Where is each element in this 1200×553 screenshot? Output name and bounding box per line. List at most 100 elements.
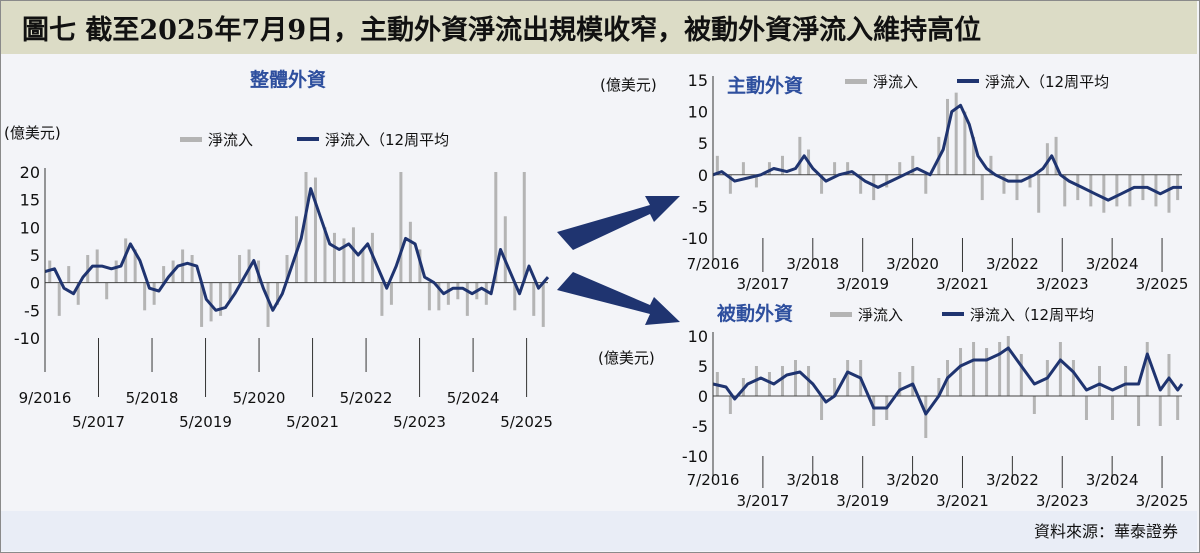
- bar-mark: [1102, 174, 1106, 213]
- bar-mark: [266, 282, 270, 327]
- arrow-right-up-icon: [557, 196, 680, 250]
- bar-mark: [143, 282, 147, 311]
- y-tick-label: 0: [30, 274, 40, 293]
- bar-mark: [1054, 136, 1058, 175]
- panel-title: 整體外資: [250, 68, 326, 91]
- bar-mark: [1176, 396, 1180, 420]
- legend-swatch-bar: [830, 312, 852, 317]
- y-tick-label: 0: [698, 387, 708, 406]
- bar-mark: [1028, 174, 1032, 188]
- legend-label-bar: 淨流入: [858, 306, 903, 324]
- bar-mark: [972, 342, 976, 396]
- chart-panel-1: 整體外資 (億美元) 淨流入 淨流入（12周平均 20 15 10 5 0 -5 -10 9/2016…: [4, 68, 553, 431]
- bar-mark: [767, 372, 771, 396]
- bar-mark: [238, 255, 242, 283]
- bar-mark: [1097, 366, 1101, 396]
- bar-mark: [332, 232, 336, 283]
- x-tick-label: 3/2020: [886, 255, 939, 273]
- legend-swatch-line: [957, 79, 979, 83]
- x-tick-label: 9/2016: [19, 389, 72, 407]
- legend-label-line: 淨流入（12周平均: [970, 306, 1094, 324]
- x-tick-label: 3/2017: [737, 492, 790, 510]
- bar-mark: [780, 155, 784, 175]
- legend-label-line: 淨流入（12周平均: [325, 131, 449, 149]
- bar-mark: [200, 282, 204, 327]
- bar-mark: [754, 174, 758, 188]
- x-tick-label: 3/2020: [886, 471, 939, 489]
- x-tick-label: 3/2025: [1136, 492, 1189, 510]
- bar-mark: [911, 366, 915, 396]
- x-tick-label: 3/2024: [1086, 471, 1139, 489]
- bar-mark: [1063, 174, 1067, 207]
- bar-mark: [1015, 174, 1019, 201]
- bar-mark: [351, 227, 355, 283]
- bar-mark: [190, 255, 194, 283]
- bar-mark: [1019, 354, 1023, 396]
- bar-mark: [522, 172, 526, 283]
- x-tick-label: 3/2025: [1136, 275, 1189, 293]
- bar-mark: [399, 172, 403, 283]
- bar-mark: [959, 348, 963, 396]
- bar-mark: [794, 360, 798, 396]
- legend-swatch-line: [297, 137, 319, 141]
- legend-swatch-bar: [180, 137, 202, 142]
- bar-mark: [1167, 174, 1171, 213]
- bar-mark: [715, 155, 719, 175]
- y-axis-label: (億美元): [4, 124, 61, 142]
- bar-mark: [1115, 174, 1119, 207]
- legend: 淨流入 淨流入（12周平均: [180, 131, 449, 149]
- chart-panel-3: 被動外資 (億美元) 淨流入 淨流入（12周平均 10 5 0 -5 -10 7/2016 3/20…: [598, 302, 1188, 510]
- figure-title: 圖七 截至2025年7月9日，主動外資淨流出規模收窄，被動外資淨流入維持高位: [22, 15, 982, 46]
- bar-mark: [389, 282, 393, 305]
- x-tick-label: 3/2018: [786, 471, 839, 489]
- x-tick-label: 5/2018: [126, 389, 179, 407]
- bar-mark: [898, 372, 902, 396]
- x-tick-label: 7/2016: [687, 471, 740, 489]
- bar-mark: [798, 136, 802, 175]
- bar-mark: [1006, 336, 1010, 396]
- x-tick-label: 3/2022: [986, 471, 1039, 489]
- bar-mark: [937, 378, 941, 396]
- bar-mark: [313, 177, 317, 283]
- line-series-12wk-average: [44, 187, 550, 312]
- bar-mark: [209, 282, 213, 322]
- bar-mark: [846, 360, 850, 396]
- bar-mark: [1145, 342, 1149, 396]
- line-series-12wk-average: [712, 346, 1184, 416]
- x-tick-label: 3/2017: [737, 275, 790, 293]
- bar-mark: [513, 282, 517, 311]
- bar-mark: [285, 255, 289, 283]
- bar-mark: [532, 282, 536, 316]
- bar-mark: [885, 174, 889, 188]
- x-tick-label: 7/2016: [687, 255, 740, 273]
- bar-mark: [924, 396, 928, 438]
- bar-mark: [465, 282, 469, 316]
- legend-label-bar: 淨流入: [208, 131, 253, 149]
- bar-mark: [1002, 174, 1006, 194]
- x-tick-label: 5/2023: [393, 413, 446, 431]
- y-tick-label: 10: [688, 103, 708, 122]
- legend: 淨流入 淨流入（12周平均: [830, 306, 1094, 324]
- y-tick-label: 15: [20, 191, 40, 210]
- panel-title: 主動外資: [727, 74, 803, 97]
- x-tick-label: 5/2019: [179, 413, 232, 431]
- x-tick-label: 3/2023: [1036, 492, 1089, 510]
- y-tick-label: 5: [698, 134, 708, 153]
- y-tick-label: -10: [14, 329, 40, 348]
- x-tick-label: 3/2021: [936, 492, 989, 510]
- bar-mark: [872, 174, 876, 201]
- legend-swatch-bar: [845, 79, 867, 84]
- footer-bar: [1, 511, 1197, 551]
- bar-mark: [1058, 342, 1062, 396]
- legend: 淨流入 淨流入（12周平均: [845, 73, 1109, 91]
- bar-mark: [76, 282, 80, 305]
- bar-mark: [911, 155, 915, 175]
- bar-mark: [1167, 354, 1171, 396]
- y-tick-label: 5: [30, 246, 40, 265]
- bar-mark: [767, 162, 771, 175]
- bar-mark: [86, 255, 90, 283]
- y-tick-label: -5: [692, 417, 708, 436]
- bar-mark: [503, 216, 507, 283]
- x-tick-label: 5/2020: [233, 389, 286, 407]
- bar-mark: [124, 238, 128, 283]
